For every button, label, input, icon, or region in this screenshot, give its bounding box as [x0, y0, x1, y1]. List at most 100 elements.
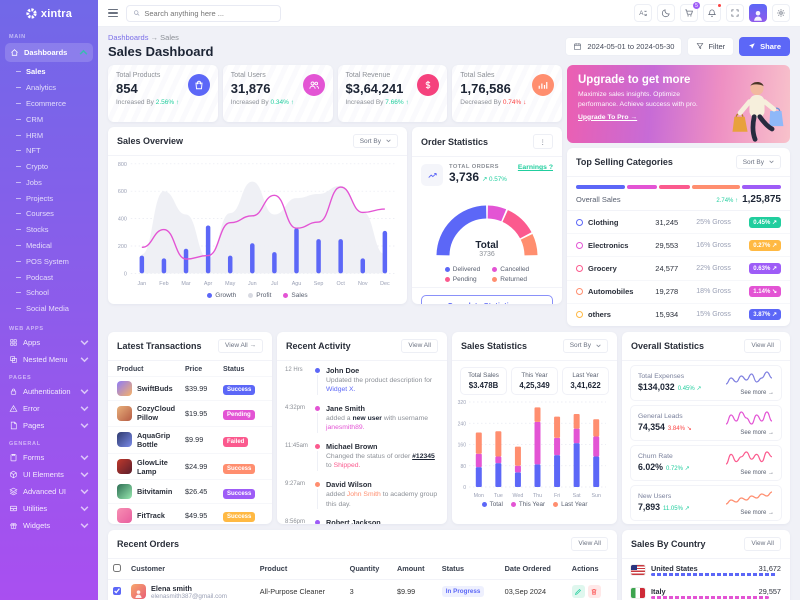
sidebar-item-nft[interactable]: NFT — [16, 143, 98, 159]
category-dot-icon — [576, 264, 583, 272]
sidebar-item-hrm[interactable]: HRM — [16, 127, 98, 143]
delete-button[interactable] — [587, 585, 601, 599]
transaction-row: FitTrack $49.95 Success — [108, 502, 272, 524]
notifications-button[interactable] — [703, 3, 722, 22]
select-all-checkbox[interactable] — [113, 563, 121, 572]
notification-dot — [717, 3, 722, 8]
status-badge: Pending — [223, 410, 255, 421]
sidebar-item-ecommerce[interactable]: Ecommerce — [16, 96, 98, 112]
settings-button[interactable] — [772, 4, 790, 22]
sidebar-item-apps[interactable]: Apps — [0, 334, 98, 351]
sidebar-item-social-media[interactable]: Social Media — [16, 301, 98, 317]
brand-gear-icon — [26, 8, 37, 19]
dark-mode-button[interactable] — [657, 4, 675, 22]
chevron-down-icon — [80, 454, 89, 460]
brand-logo[interactable]: xintra — [0, 0, 98, 27]
box-icon — [10, 470, 17, 478]
row-checkbox[interactable] — [113, 586, 121, 595]
last-year-box: Last Year 3,41,622 — [562, 366, 609, 395]
see-more-link[interactable]: See more → — [740, 389, 774, 396]
language-button[interactable]: A — [634, 4, 652, 22]
complete-statistics-button[interactable]: Complete Statistics → — [421, 295, 553, 304]
sidebar-item-pages[interactable]: Pages — [0, 417, 98, 434]
country-row: United States 31,672 — [622, 559, 790, 582]
category-dot-icon — [576, 218, 583, 226]
recent-orders-card: Recent Orders View All Customer Product … — [108, 529, 617, 600]
funnel-icon — [697, 43, 704, 49]
dashboards-submenu: Sales Analytics Ecommerce CRM HRM NFT Cr… — [0, 63, 98, 319]
transactions-view-all-button[interactable]: View All → — [218, 338, 263, 353]
svg-text:Tue: Tue — [494, 493, 503, 499]
stat-card-total-users: Total Users 31,876 Increased By 0.34% ↑ — [222, 65, 333, 122]
top-selling-categories-card: Top Selling Categories Sort By Overall S… — [567, 148, 790, 326]
sidebar-item-dashboards[interactable]: Dashboards — [5, 43, 93, 62]
product-thumbnail — [117, 432, 132, 448]
svg-text:Apr: Apr — [204, 281, 213, 287]
sidebar-item-nested-menu[interactable]: Nested Menu — [0, 351, 98, 368]
edit-button[interactable] — [571, 585, 585, 599]
sidebar-item-courses[interactable]: Courses — [16, 206, 98, 222]
sidebar-item-jobs[interactable]: Jobs — [16, 174, 98, 190]
dollar-icon — [417, 74, 440, 96]
sidebar-item-sales[interactable]: Sales — [16, 64, 98, 80]
grid-icon — [10, 338, 17, 346]
date-range-picker[interactable]: 2024-05-01 to 2024-05-30 — [565, 36, 683, 56]
country-progress-bar — [651, 573, 781, 577]
sidebar-item-crypto[interactable]: Crypto — [16, 159, 98, 175]
cart-button[interactable]: 5 — [680, 2, 700, 22]
earnings-link[interactable]: Earnings ? — [517, 164, 553, 171]
sidebar-item-podcast[interactable]: Podcast — [16, 269, 98, 285]
sales-overview-sort-button[interactable]: Sort By — [352, 134, 398, 148]
country-view-all-button[interactable]: View All — [744, 536, 781, 551]
svg-text:Wed: Wed — [513, 493, 524, 499]
sidebar-item-stocks[interactable]: Stocks — [16, 222, 98, 238]
breadcrumb-parent[interactable]: Dashboards — [108, 33, 149, 42]
country-row: Italy 29,557 — [622, 582, 790, 600]
orders-view-all-button[interactable]: View All — [571, 536, 608, 551]
see-more-link[interactable]: See more → — [740, 509, 774, 516]
translate-icon: A — [639, 10, 648, 17]
activity-view-all-button[interactable]: View All — [401, 338, 438, 353]
sidebar-item-crm[interactable]: CRM — [16, 111, 98, 127]
sidebar-item-ui-elements[interactable]: UI Elements — [0, 466, 98, 483]
chevron-down-icon — [80, 422, 89, 428]
category-row-automobiles: Automobiles 19,278 18% Gross 1.14% ↘ — [567, 281, 790, 304]
sidebar-item-authentication[interactable]: Authentication — [0, 383, 98, 400]
sidebar-item-projects[interactable]: Projects — [16, 190, 98, 206]
svg-text:Mar: Mar — [181, 281, 190, 287]
sidebar-item-advanced-ui[interactable]: Advanced UI — [0, 483, 98, 500]
status-badge: Success — [223, 385, 256, 396]
sidebar-item-forms[interactable]: Forms — [0, 449, 98, 466]
top-selling-sort-button[interactable]: Sort By — [735, 155, 781, 169]
hamburger-menu-icon[interactable] — [108, 8, 118, 18]
sidebar-item-error[interactable]: Error — [0, 400, 98, 417]
sidebar-item-school[interactable]: School — [16, 285, 98, 301]
user-avatar[interactable] — [749, 4, 767, 22]
category-dot-icon — [576, 311, 583, 319]
fullscreen-button[interactable] — [726, 4, 744, 22]
breadcrumb-current: Sales — [160, 33, 179, 42]
order-statistics-menu-button[interactable]: ⋮ — [532, 134, 553, 149]
sidebar-item-widgets[interactable]: Widgets — [0, 517, 98, 534]
search-box[interactable] — [126, 4, 281, 22]
category-share-bar — [567, 177, 790, 194]
trend-badge: 3.87% ↗ — [749, 309, 781, 321]
sidebar-item-analytics[interactable]: Analytics — [16, 80, 98, 96]
svg-text:Dec: Dec — [380, 281, 390, 287]
search-input[interactable] — [144, 8, 274, 18]
see-more-link[interactable]: See more → — [740, 469, 774, 476]
sidebar-item-medical[interactable]: Medical — [16, 238, 98, 254]
filter-button[interactable]: Filter — [687, 36, 735, 56]
sales-overview-card: Sales Overview Sort By 0 200 400 600 800 Jan F… — [108, 127, 407, 304]
sidebar-item-utilities[interactable]: Utilities — [0, 500, 98, 517]
nav-heading-webapps: WEB APPS — [9, 325, 44, 332]
moon-icon — [661, 9, 670, 18]
see-more-link[interactable]: See more → — [740, 429, 774, 436]
upgrade-cta-link[interactable]: Upgrade To Pro → — [578, 113, 638, 121]
share-button[interactable]: Share — [739, 36, 790, 56]
sales-statistics-sort-button[interactable]: Sort By — [562, 338, 608, 353]
overall-view-all-button[interactable]: View All — [744, 338, 781, 353]
sidebar-item-pos-system[interactable]: POS System — [16, 253, 98, 269]
overall-stat-row: Total Expenses $134,032 0.45% ↗ See more … — [630, 364, 782, 401]
